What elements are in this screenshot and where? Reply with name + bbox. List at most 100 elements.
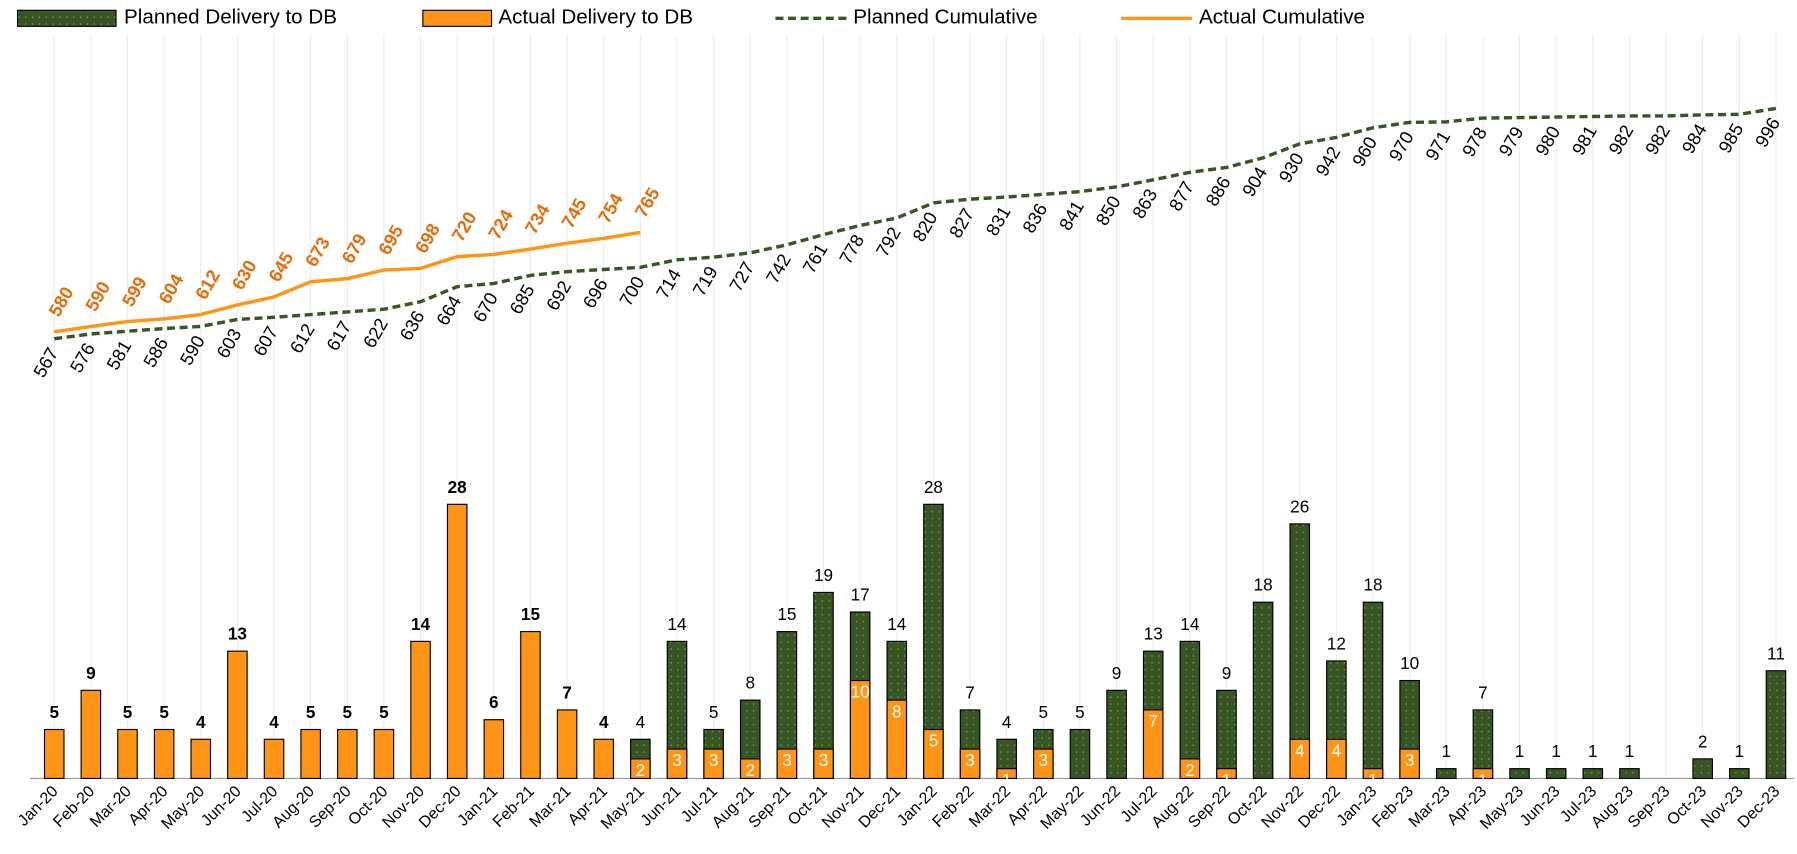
data-label: 720 — [447, 208, 480, 245]
data-label: 904 — [1238, 163, 1271, 200]
data-label: 10 — [1400, 653, 1419, 673]
data-label: 970 — [1384, 128, 1417, 165]
x-tick-label: Dec-21 — [855, 782, 904, 831]
data-label: 695 — [374, 221, 407, 258]
data-label: 7 — [1478, 682, 1488, 702]
legend-label: Planned Cumulative — [853, 6, 1037, 29]
data-label: 8 — [745, 673, 755, 693]
data-label: 7 — [1148, 711, 1158, 731]
bar — [1765, 670, 1787, 780]
x-tick-label: Jun-20 — [197, 782, 244, 829]
data-label: 863 — [1128, 185, 1161, 222]
data-label: 2 — [1185, 760, 1195, 780]
data-label: 724 — [484, 205, 518, 243]
data-label: 5 — [49, 702, 59, 722]
data-label: 26 — [1290, 496, 1309, 516]
data-label: 617 — [322, 317, 355, 354]
data-label: 696 — [578, 275, 611, 312]
data-label: 827 — [945, 204, 978, 241]
plot: Jan-20Feb-20Mar-20Apr-20May-20Jun-20Jul-… — [14, 106, 1795, 833]
data-label: 1 — [1002, 770, 1012, 790]
bar — [520, 631, 541, 780]
data-label: 685 — [505, 281, 538, 318]
bar — [373, 728, 395, 780]
bar — [1362, 768, 1384, 780]
data-label: 4 — [196, 712, 206, 732]
bar — [1472, 768, 1494, 780]
legend-label: Actual Delivery to DB — [498, 6, 693, 29]
data-label: 778 — [835, 231, 868, 268]
data-label: 1 — [1222, 770, 1232, 790]
data-label: 1 — [1735, 741, 1745, 761]
data-label: 622 — [359, 314, 392, 351]
x-tick-label: Mar-23 — [1405, 782, 1454, 831]
data-label: 3 — [709, 750, 719, 770]
x-tick-label: Sep-23 — [1624, 782, 1673, 831]
bar — [1326, 738, 1347, 780]
bar — [923, 728, 944, 780]
data-label: 5 — [343, 702, 353, 722]
data-label: 4 — [1295, 740, 1305, 760]
data-label: 700 — [615, 273, 648, 310]
data-label: 982 — [1604, 121, 1637, 158]
data-label: 14 — [667, 614, 687, 634]
bar — [1033, 748, 1054, 780]
bar — [630, 758, 651, 780]
x-tick-label: Jun-22 — [1077, 782, 1124, 829]
data-label: 567 — [29, 344, 62, 381]
data-label: 745 — [557, 195, 590, 232]
bar — [703, 748, 724, 780]
data-label: 1 — [1368, 770, 1378, 790]
line — [54, 106, 1777, 341]
bar — [190, 738, 212, 780]
data-label: 850 — [1091, 192, 1124, 229]
data-label: 5 — [1075, 702, 1085, 722]
data-label: 5 — [709, 702, 719, 722]
data-label: 679 — [337, 230, 370, 267]
data-label: 742 — [761, 250, 794, 287]
data-label: 960 — [1348, 133, 1381, 170]
bar — [1216, 689, 1237, 780]
data-label: 6 — [489, 692, 499, 712]
legend-swatch — [17, 9, 117, 27]
data-label: 4 — [599, 712, 609, 732]
data-label: 9 — [1222, 663, 1232, 683]
bar — [80, 689, 102, 780]
bar — [1582, 768, 1604, 780]
data-label: 11 — [1767, 643, 1785, 663]
bar — [1179, 758, 1201, 780]
bar — [1069, 728, 1091, 780]
bar — [1289, 738, 1311, 780]
x-tick-label: Mar-20 — [86, 782, 135, 831]
data-label: 664 — [432, 292, 465, 329]
data-label: 971 — [1421, 127, 1454, 164]
data-label: 9 — [86, 663, 96, 683]
bar — [227, 650, 248, 780]
data-label: 877 — [1164, 178, 1197, 215]
data-label: 15 — [777, 604, 796, 624]
data-label: 831 — [981, 202, 1014, 239]
data-label: 8 — [892, 701, 902, 721]
data-label: 28 — [448, 477, 468, 497]
data-label: 2 — [1698, 731, 1708, 751]
data-label: 603 — [212, 325, 245, 362]
bar — [1399, 748, 1420, 780]
data-label: 18 — [1363, 575, 1382, 595]
x-tick-label: Dec-23 — [1734, 782, 1783, 831]
bar — [410, 640, 431, 780]
bar — [483, 719, 505, 780]
data-label: 698 — [410, 220, 443, 257]
bar — [1142, 709, 1164, 780]
line — [53, 230, 641, 334]
data-label: 590 — [175, 332, 208, 369]
data-label: 4 — [1002, 712, 1012, 732]
data-label: 12 — [1327, 634, 1346, 654]
data-label: 15 — [521, 604, 541, 624]
bar — [1509, 768, 1530, 780]
data-label: 979 — [1494, 123, 1527, 160]
data-label: 2 — [636, 760, 646, 780]
bar — [263, 738, 285, 780]
data-label: 714 — [652, 265, 685, 302]
bar — [300, 728, 321, 780]
